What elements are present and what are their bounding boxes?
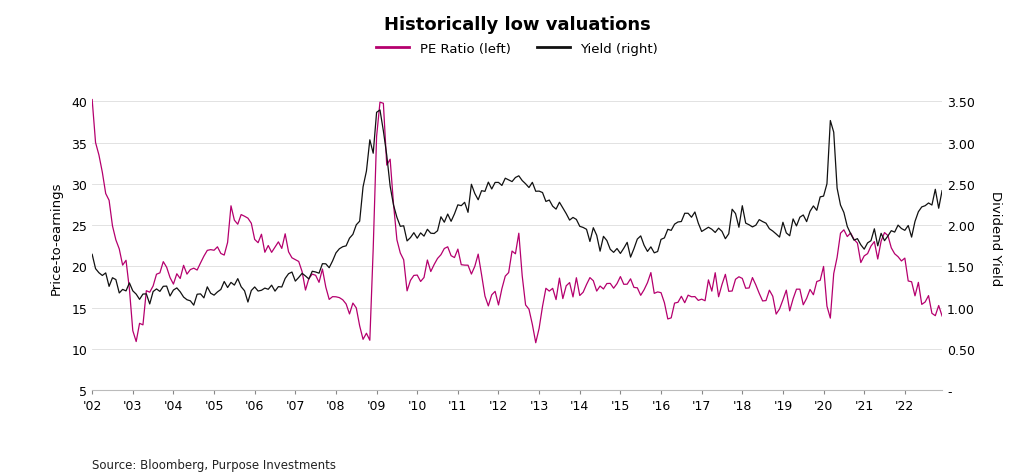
Text: Source: Bloomberg, Purpose Investments: Source: Bloomberg, Purpose Investments [92, 458, 336, 471]
Legend: PE Ratio (left), Yield (right): PE Ratio (left), Yield (right) [371, 38, 664, 61]
Y-axis label: Dividend Yield: Dividend Yield [989, 190, 1001, 286]
Y-axis label: Price-to-earnings: Price-to-earnings [50, 181, 63, 295]
Title: Historically low valuations: Historically low valuations [384, 16, 650, 34]
